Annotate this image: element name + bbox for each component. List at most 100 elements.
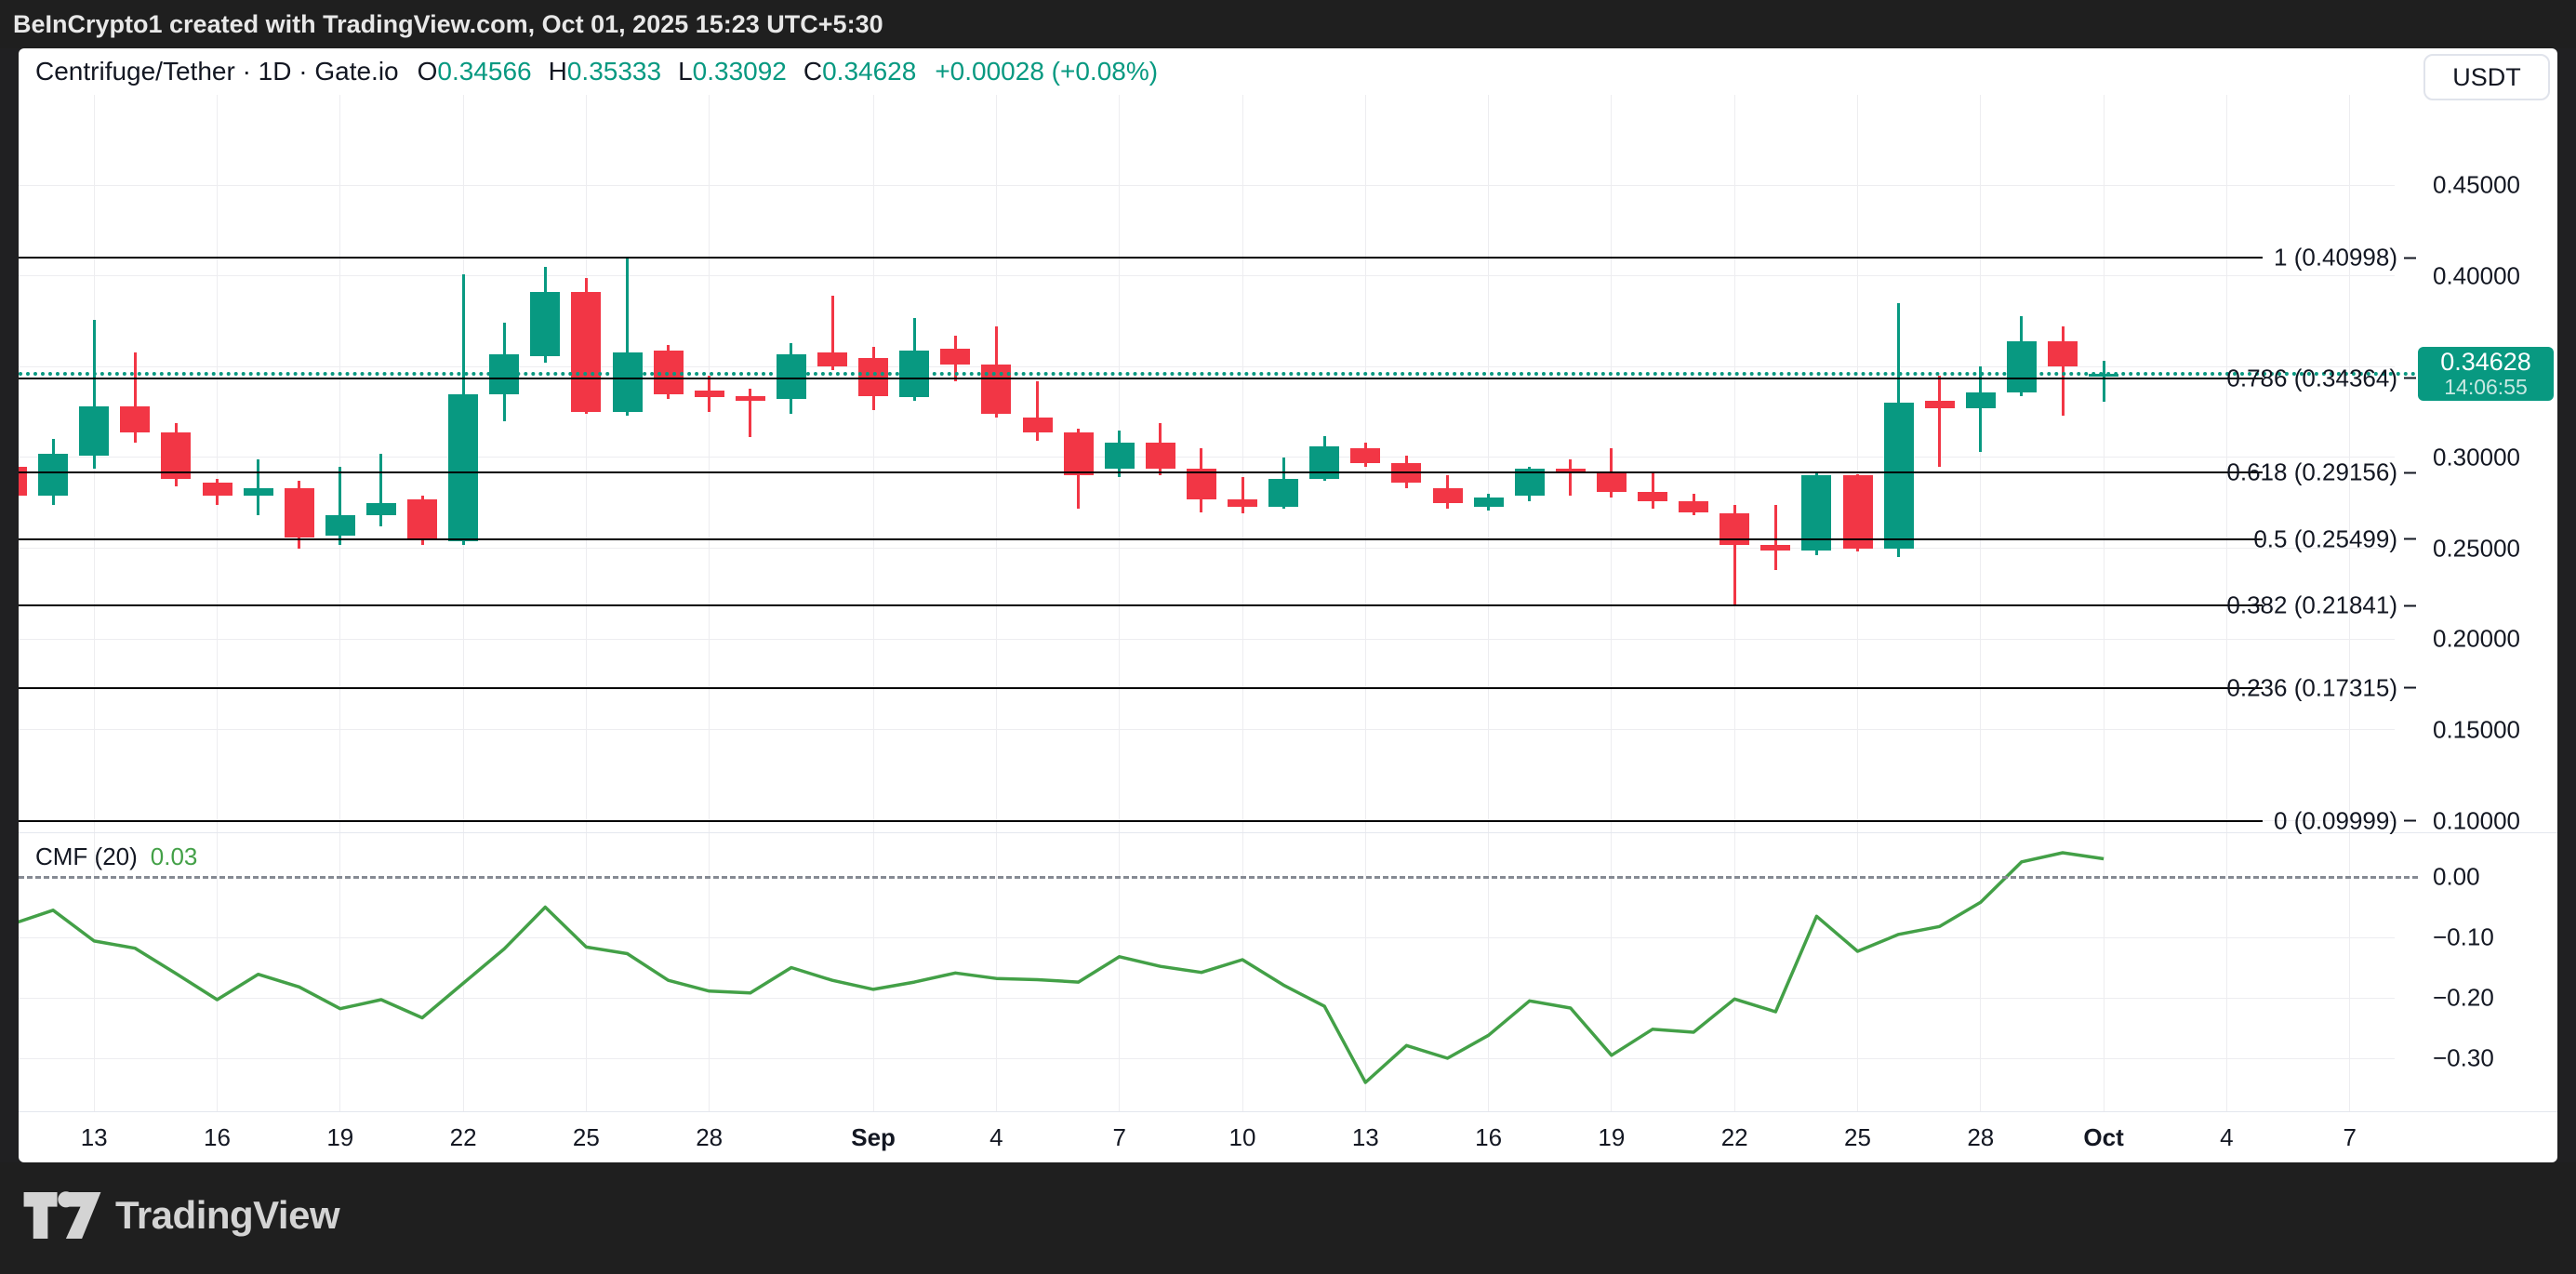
- time-axis-label-22[interactable]: 22: [449, 1123, 477, 1151]
- tradingview-logo-text: TradingView: [115, 1193, 340, 1237]
- candle-body-sep-8[interactable]: [1145, 443, 1175, 469]
- time-axis-label-7[interactable]: 7: [1112, 1123, 1126, 1151]
- candle-body-sep-12[interactable]: [1309, 446, 1340, 480]
- candle-body-sep-7[interactable]: [1104, 443, 1135, 469]
- candle-body-sep-21[interactable]: [1679, 500, 1709, 512]
- candle-body-aug-20[interactable]: [365, 502, 396, 516]
- time-axis-label-7[interactable]: 7: [2343, 1123, 2357, 1151]
- candle-body-sep-5[interactable]: [1022, 417, 1053, 432]
- time-axis-label-22[interactable]: 22: [1720, 1123, 1748, 1151]
- horizontal-gridline: [19, 275, 2395, 277]
- candle-body-aug-11[interactable]: [19, 466, 27, 496]
- candle-body-aug-17[interactable]: [243, 488, 273, 496]
- ohlc-item: C0.34628: [803, 57, 917, 86]
- fib-level-line: [19, 604, 2263, 607]
- vertical-gridline: [217, 95, 218, 1111]
- candle-body-sep-25[interactable]: [1842, 475, 1873, 549]
- time-axis-label-4[interactable]: 4: [2220, 1123, 2234, 1151]
- vertical-gridline: [995, 95, 997, 1111]
- candle-wick-aug-29: [749, 388, 752, 438]
- candle-body-sep-3[interactable]: [940, 348, 971, 365]
- vertical-gridline: [2349, 95, 2351, 1111]
- vertical-gridline: [2103, 95, 2105, 1111]
- candle-body-sep-18[interactable]: [1555, 468, 1586, 472]
- current-price-text: 0.34628: [2440, 347, 2531, 376]
- time-axis-label-oct[interactable]: Oct: [2083, 1123, 2124, 1151]
- time-axis-label-16[interactable]: 16: [204, 1123, 231, 1151]
- candle-wick-sep-27: [1938, 376, 1942, 467]
- fib-level-line: [19, 686, 2263, 689]
- time-axis-label-28[interactable]: 28: [1967, 1123, 1995, 1151]
- candle-body-sep-30[interactable]: [2048, 340, 2078, 367]
- candle-body-sep-10[interactable]: [1228, 498, 1257, 507]
- time-axis-label-25[interactable]: 25: [572, 1123, 600, 1151]
- candle-body-sep-19[interactable]: [1596, 471, 1627, 493]
- candle-body-sep-29[interactable]: [2006, 340, 2037, 392]
- candle-body-sep-26[interactable]: [1883, 403, 1914, 549]
- candle-wick-sep-10: [1241, 477, 1244, 514]
- currency-toggle-button[interactable]: USDT: [2423, 54, 2550, 100]
- time-axis-label-4[interactable]: 4: [989, 1123, 1003, 1151]
- time-axis-label-13[interactable]: 13: [1351, 1123, 1379, 1151]
- candle-body-aug-12[interactable]: [38, 454, 69, 496]
- candle-body-aug-30[interactable]: [776, 353, 806, 400]
- time-axis-label-25[interactable]: 25: [1844, 1123, 1871, 1151]
- candle-body-sep-24[interactable]: [1801, 475, 1832, 551]
- fib-label-tick: [2404, 257, 2416, 259]
- footer-bar: TradingView: [0, 1162, 2576, 1274]
- time-axis-label-16[interactable]: 16: [1475, 1123, 1503, 1151]
- horizontal-gridline: [19, 1057, 2395, 1059]
- candle-wick-sep-20: [1651, 471, 1654, 509]
- candle-body-aug-22[interactable]: [448, 393, 479, 541]
- vertical-gridline: [1242, 95, 1243, 1111]
- candle-body-aug-24[interactable]: [530, 292, 561, 356]
- candle-body-sep-1[interactable]: [858, 357, 889, 396]
- candle-body-aug-31[interactable]: [817, 352, 847, 367]
- time-axis-label-13[interactable]: 13: [80, 1123, 108, 1151]
- candle-body-aug-25[interactable]: [571, 292, 602, 413]
- candle-body-sep-23[interactable]: [1760, 544, 1791, 551]
- horizontal-gridline: [19, 997, 2395, 999]
- symbol-title[interactable]: Centrifuge/Tether · 1D · Gate.io: [35, 57, 399, 86]
- candle-body-sep-11[interactable]: [1268, 479, 1299, 507]
- candle-body-aug-15[interactable]: [161, 431, 192, 480]
- time-axis-label-19[interactable]: 19: [326, 1123, 354, 1151]
- time-axis-label-28[interactable]: 28: [696, 1123, 724, 1151]
- candle-body-sep-28[interactable]: [1965, 391, 1996, 409]
- cmf-indicator-pane[interactable]: [19, 832, 2395, 1111]
- time-axis-label-19[interactable]: 19: [1598, 1123, 1626, 1151]
- candle-body-sep-16[interactable]: [1473, 497, 1504, 507]
- candle-body-aug-19[interactable]: [325, 515, 355, 536]
- vertical-gridline: [1488, 95, 1490, 1111]
- candle-body-aug-28[interactable]: [694, 390, 724, 398]
- candle-body-aug-13[interactable]: [79, 406, 110, 456]
- fib-label-tick: [2404, 471, 2416, 474]
- time-axis-label-10[interactable]: 10: [1228, 1123, 1256, 1151]
- tradingview-logo[interactable]: TradingView: [22, 1185, 340, 1246]
- indicator-legend[interactable]: CMF (20) 0.03: [35, 843, 197, 871]
- change-value: +0.00028 (+0.08%): [935, 57, 1159, 86]
- candle-body-aug-18[interactable]: [284, 488, 314, 537]
- candle-wick-aug-14: [133, 352, 137, 444]
- ohlc-item: H0.35333: [548, 57, 662, 86]
- fib-level-label: 0.5 (0.25499): [2253, 524, 2416, 553]
- vertical-gridline: [339, 95, 341, 1111]
- candle-body-aug-14[interactable]: [120, 406, 151, 432]
- candle-body-sep-6[interactable]: [1063, 431, 1094, 476]
- candle-body-sep-27[interactable]: [1924, 401, 1955, 409]
- candle-body-aug-26[interactable]: [612, 352, 643, 413]
- candle-body-sep-20[interactable]: [1638, 492, 1667, 501]
- candle-body-aug-16[interactable]: [202, 483, 232, 496]
- cmf-axis-label: −0.30: [2433, 1043, 2494, 1072]
- ohlc-values: O0.34566 H0.35333 L0.33092 C0.34628: [418, 57, 934, 86]
- vertical-gridline: [1857, 95, 1858, 1111]
- candle-wick-sep-28: [1979, 366, 1983, 453]
- candle-body-aug-21[interactable]: [407, 498, 437, 539]
- candle-body-sep-13[interactable]: [1350, 448, 1381, 463]
- candle-body-sep-15[interactable]: [1432, 488, 1463, 503]
- candle-body-aug-29[interactable]: [735, 395, 765, 402]
- time-axis-label-sep[interactable]: Sep: [851, 1123, 896, 1151]
- price-pane[interactable]: [19, 95, 2395, 832]
- fib-level-label: 1 (0.40998): [2274, 244, 2416, 272]
